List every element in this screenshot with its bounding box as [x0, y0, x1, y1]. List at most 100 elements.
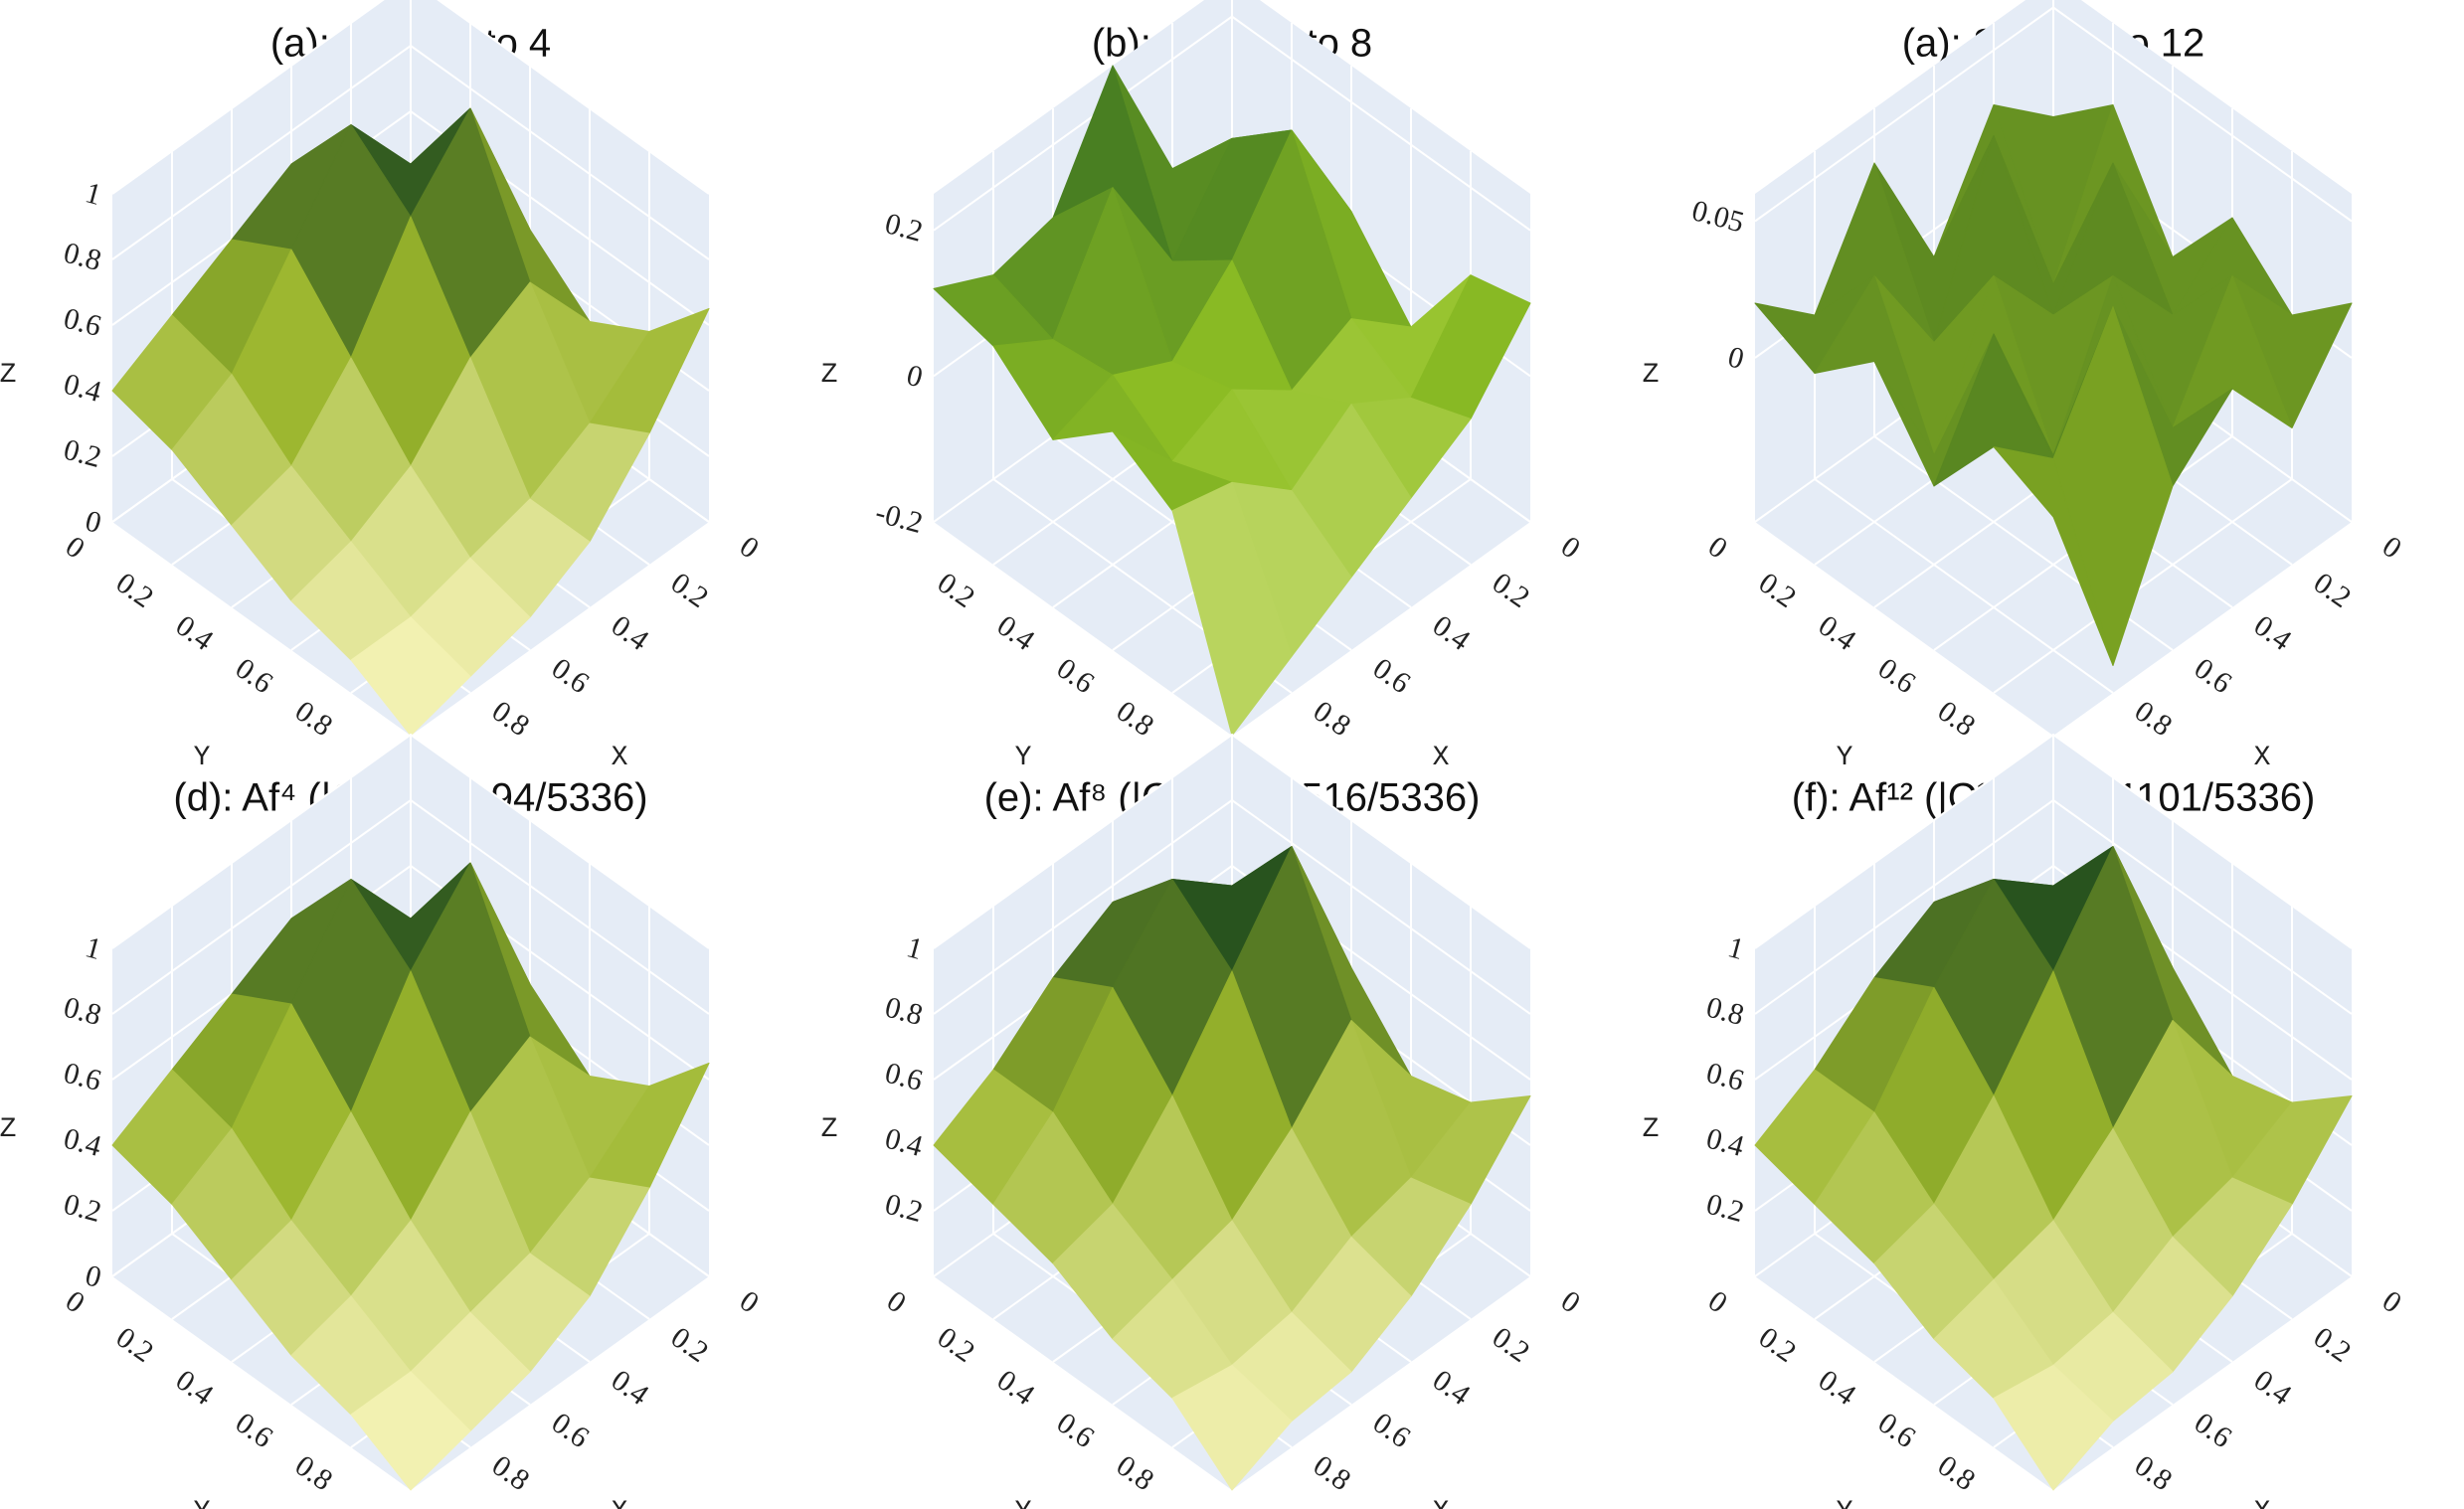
- z-grid-line: [111, 44, 710, 260]
- y-tick-label: 0.4: [170, 1364, 220, 1413]
- z-grid-line: [111, 798, 710, 1015]
- surface-patch: [1171, 1364, 1293, 1491]
- z-grid-line: [933, 798, 1531, 1015]
- z-tick-label: 0: [82, 504, 104, 540]
- z-tick-label: 1: [903, 930, 926, 966]
- y-tick-label: 0.6: [1051, 652, 1101, 701]
- y-tick-label: 0: [1702, 1284, 1733, 1320]
- x-tick-label: 0.6: [546, 1407, 596, 1455]
- y-grid-line: [1993, 151, 2293, 694]
- y-tick-label: 0.8: [1111, 1449, 1160, 1498]
- surface-panel: (d): Af⁴ (|C⁴|/|X| = 94/5336)00.20.40.60…: [0, 733, 765, 1509]
- surface-patch: [350, 1371, 471, 1491]
- x-tick-label: 0.8: [486, 695, 536, 744]
- z-grid-line: [933, 733, 1531, 949]
- y-tick-label: 0.8: [289, 695, 339, 744]
- y-tick-label: 0.2: [1753, 1321, 1803, 1370]
- z-axis-title: Z: [1643, 1114, 1660, 1145]
- y-tick-label: 0.8: [1932, 695, 1982, 744]
- z-axis-title: Z: [821, 360, 838, 391]
- x-tick-label: 0.2: [1487, 1321, 1536, 1370]
- z-tick-label: 0.8: [61, 236, 105, 277]
- z-tick-label: 0.2: [61, 1187, 105, 1229]
- x-tick-label: 0.2: [665, 1321, 715, 1370]
- x-tick-label: 0.8: [2129, 1449, 2179, 1498]
- y-tick-label: 0.6: [230, 1407, 279, 1455]
- x-tick-label: 0.8: [1308, 1449, 1357, 1498]
- y-tick-label: 0.8: [289, 1449, 339, 1498]
- z-tick-label: 0: [82, 1258, 104, 1294]
- z-tick-label: 0.6: [61, 1056, 105, 1097]
- z-tick-label: 0.4: [61, 1121, 105, 1163]
- y-tick-label: 0.2: [110, 567, 160, 615]
- z-tick-label: 0: [903, 359, 926, 395]
- x-tick-label: 0.4: [606, 1364, 655, 1413]
- z-tick-label: -0.2: [872, 496, 926, 540]
- x-tick-label: 0.6: [546, 652, 596, 701]
- surface-panel: (f): Af¹² (|C¹²|/|X| = 1101/5336)00.20.4…: [1643, 733, 2407, 1509]
- x-tick-label: 0.6: [1367, 652, 1417, 701]
- x-tick-label: 0.4: [2248, 1364, 2298, 1413]
- y-axis-title: Y: [1837, 1497, 1853, 1509]
- surface-panel: (b): Scale 5 to 800.20.40.60.80.20.40.60…: [821, 0, 1586, 773]
- y-axis-title: Y: [194, 1497, 211, 1509]
- z-grid-line: [1754, 733, 2353, 949]
- x-tick-label: 0.4: [1427, 609, 1477, 658]
- z-tick-label: 1: [1724, 930, 1747, 966]
- x-tick-label: 0: [2376, 530, 2407, 566]
- y-tick-label: 0.2: [1753, 567, 1803, 615]
- z-tick-label: 0.2: [882, 1187, 927, 1229]
- y-tick-label: 0.6: [230, 652, 279, 701]
- y-axis-title: Y: [1837, 743, 1853, 773]
- z-axis-title: Z: [0, 360, 16, 391]
- y-tick-label: 0.8: [1932, 1449, 1982, 1498]
- z-tick-label: 0.6: [61, 301, 105, 343]
- x-tick-label: 0.4: [2248, 609, 2298, 658]
- z-tick-label: 0.2: [61, 432, 105, 474]
- z-grid-line: [1754, 798, 2353, 1015]
- x-tick-label: 0: [2376, 1284, 2407, 1320]
- x-axis-title: X: [2254, 743, 2271, 773]
- x-tick-label: 0.4: [1427, 1364, 1477, 1413]
- x-axis-title: X: [1433, 743, 1450, 773]
- x-tick-label: 0: [1555, 530, 1586, 566]
- y-axis-title: Y: [1015, 1497, 1032, 1509]
- y-tick-label: 0.4: [991, 1364, 1041, 1413]
- surface-panel: (a): Scale 0 to 400.20.40.60.800.20.40.6…: [0, 0, 765, 773]
- x-tick-label: 0: [734, 1284, 765, 1320]
- y-tick-label: 0.4: [1813, 609, 1862, 658]
- z-tick-label: 1: [82, 930, 104, 966]
- y-tick-label: 0.2: [110, 1321, 160, 1370]
- z-tick-label: 0.6: [882, 1056, 927, 1097]
- z-tick-label: 0.4: [61, 367, 105, 409]
- z-tick-label: 0.2: [882, 207, 927, 249]
- z-grid-line: [111, 864, 710, 1081]
- y-tick-label: 0.4: [1813, 1364, 1862, 1413]
- x-tick-label: 0.8: [2129, 695, 2179, 744]
- z-grid-line: [111, 109, 710, 326]
- x-tick-label: 0.2: [1487, 567, 1536, 615]
- y-axis-title: Y: [1015, 743, 1032, 773]
- z-axis-title: Z: [0, 1114, 16, 1145]
- y-tick-label: 0: [1702, 530, 1733, 566]
- z-tick-label: 0.05: [1688, 194, 1747, 239]
- y-tick-label: 0.4: [170, 609, 220, 658]
- x-axis-title: X: [1433, 1497, 1450, 1509]
- x-tick-label: 0.6: [2189, 1407, 2238, 1455]
- x-tick-label: 0.8: [1308, 695, 1357, 744]
- y-tick-label: 0.2: [932, 1321, 981, 1370]
- surface-patch: [1993, 1364, 2114, 1491]
- z-grid-line: [111, 733, 710, 949]
- x-tick-label: 0.2: [2308, 1321, 2358, 1370]
- x-tick-label: 0: [734, 530, 765, 566]
- z-tick-label: 0.8: [1703, 990, 1748, 1032]
- y-tick-label: 0.6: [1051, 1407, 1101, 1455]
- y-tick-label: 0.4: [991, 609, 1041, 658]
- surface-panel: (e): Af⁸ (|C⁸|/|X| = 516/5336)00.20.40.6…: [821, 733, 1586, 1509]
- y-axis-title: Y: [194, 743, 211, 773]
- x-axis-title: X: [612, 1497, 628, 1509]
- y-tick-label: 0.6: [1872, 652, 1922, 701]
- x-axis-title: X: [2254, 1497, 2271, 1509]
- z-tick-label: 0.8: [61, 990, 105, 1032]
